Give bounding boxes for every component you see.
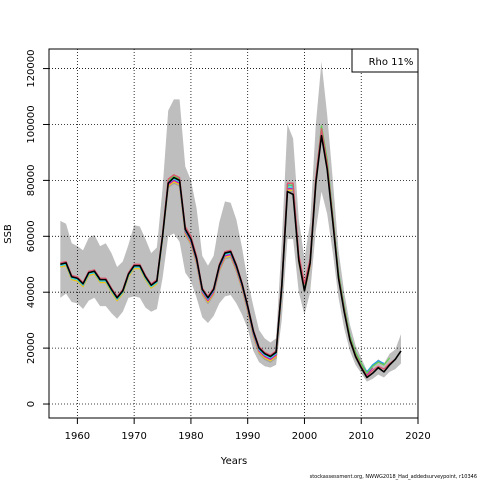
- y-tick-label-0: 0: [26, 401, 37, 407]
- y-tick-label-120000: 120000: [26, 49, 37, 87]
- x-tick-label-2020: 2020: [405, 431, 430, 442]
- x-tick-label-1990: 1990: [235, 431, 260, 442]
- footer-note: stockassessment.org, NWWG2018_Had_addeds…: [310, 474, 477, 480]
- legend-box: [351, 48, 419, 73]
- x-tick-label-1960: 1960: [65, 431, 90, 442]
- y-tick-label-40000: 40000: [26, 276, 37, 308]
- x-tick-label-2000: 2000: [292, 431, 317, 442]
- x-axis-title: Years: [220, 456, 247, 467]
- legend: Rho 11%: [351, 48, 419, 73]
- x-axis: 1960 1970 1980 1990 2000 2010 2020: [65, 418, 431, 442]
- legend-rho-label: Rho 11%: [369, 57, 414, 68]
- confidence-band: [60, 61, 401, 382]
- series-group: [60, 125, 402, 379]
- y-tick-label-100000: 100000: [26, 105, 37, 143]
- y-axis-title: SSB: [3, 224, 14, 244]
- y-axis: 0 20000 40000 60000 80000 100000 120000: [26, 49, 49, 407]
- y-tick-label-20000: 20000: [26, 332, 37, 364]
- x-tick-label-1980: 1980: [178, 431, 203, 442]
- y-tick-label-80000: 80000: [26, 164, 37, 196]
- y-tick-label-60000: 60000: [26, 220, 37, 252]
- x-tick-label-1970: 1970: [121, 431, 146, 442]
- plot-frame: [48, 48, 419, 419]
- x-tick-label-2010: 2010: [349, 431, 374, 442]
- plot-area: [60, 61, 401, 382]
- series-line-main: [60, 134, 402, 379]
